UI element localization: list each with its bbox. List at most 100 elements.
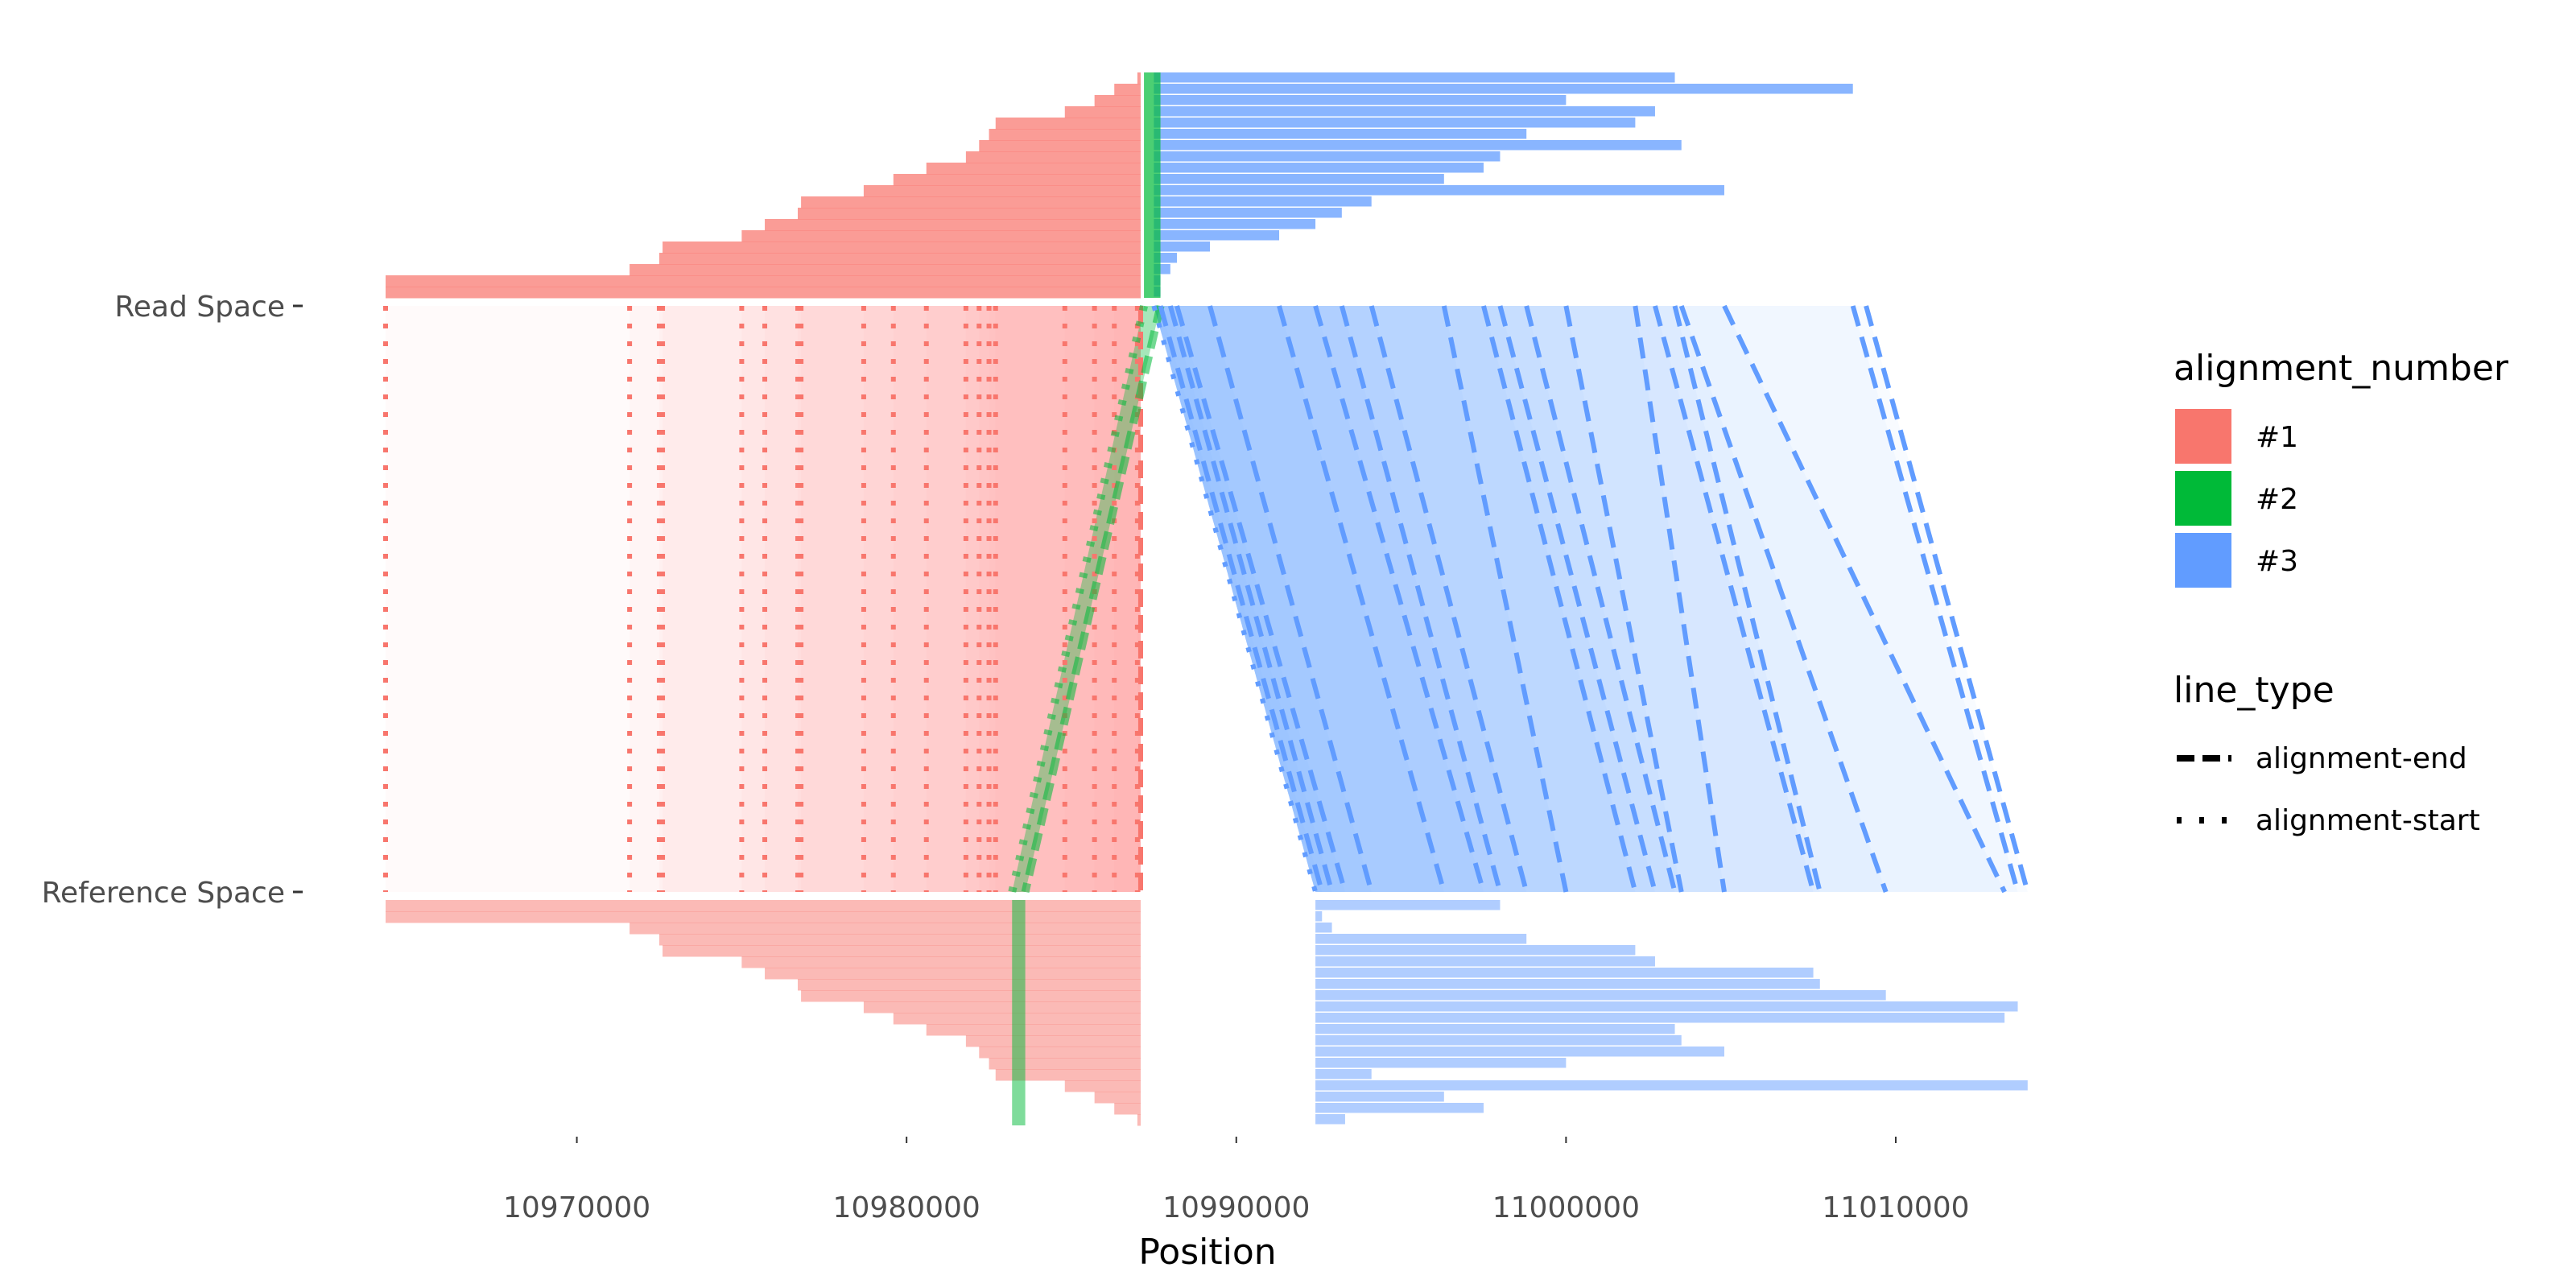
- line-3-end-5: [1313, 305, 1486, 893]
- hist-read-1-6: [979, 140, 1141, 152]
- hist-read-1-10: [863, 185, 1141, 197]
- line-2-start: [1008, 304, 1148, 894]
- hist-ref-3-8: [1315, 990, 1886, 1001]
- hist-read-3-5: [1154, 129, 1527, 139]
- hist-read-1-19: [386, 287, 1141, 299]
- hist-ref-1-5: [989, 1058, 1141, 1070]
- legend-swatch-2: [2175, 471, 2231, 526]
- x-tick-label-4: 11010000: [1822, 1191, 1969, 1224]
- hist-read-1-4: [995, 118, 1141, 130]
- band-3-9: [1154, 306, 1636, 892]
- band-2: [1012, 306, 1161, 892]
- hist-read-1-9: [893, 174, 1141, 186]
- hist-read-3-11: [1154, 196, 1372, 207]
- line-3-end-7: [1368, 305, 1530, 893]
- hist-ref-3-13: [1315, 1046, 1724, 1057]
- hist-ref-3-14: [1315, 1058, 1567, 1068]
- hist-ref-3-6: [1315, 968, 1814, 978]
- line-3-end-13: [1633, 305, 1727, 893]
- legend: alignment_number #1 #2 #3 line_type alignment…: [2174, 348, 2509, 837]
- hist-ref-1-1: [1114, 1103, 1141, 1115]
- hist-read-1-0: [1137, 72, 1141, 85]
- hist-read-1-14: [741, 230, 1141, 242]
- line-2-end: [1021, 304, 1165, 894]
- hist-ref-3-0: [1315, 900, 1501, 910]
- legend-fill-label-3: #3: [2256, 545, 2298, 578]
- hist-ref-1-16: [658, 934, 1141, 946]
- hist-ref-1-18: [386, 911, 1141, 923]
- axes: 10970000 10980000 10990000 11000000 11010000…: [42, 291, 1970, 1224]
- line-3-end-18: [1850, 305, 2021, 893]
- hist-read-2: [1144, 72, 1161, 298]
- line-3-end-15: [1672, 305, 1823, 893]
- hist-read-3-8: [1154, 163, 1484, 173]
- hist-ref-2: [1012, 900, 1026, 1125]
- legend-swatch-1: [2175, 409, 2231, 464]
- line-3-start: [1151, 305, 1318, 893]
- hist-read-3-2: [1154, 95, 1567, 105]
- hist-ref-3-9: [1315, 1001, 2018, 1012]
- line-3-end-6: [1339, 305, 1503, 893]
- hist-read-1-13: [765, 219, 1141, 231]
- hist-read-1-5: [989, 129, 1141, 141]
- line-3-end-10: [1497, 305, 1657, 893]
- hist-ref-1-3: [1064, 1080, 1141, 1092]
- line-3-end-9: [1481, 305, 1638, 893]
- band-3-6: [1154, 306, 1501, 892]
- hist-read-1-12: [798, 208, 1141, 220]
- hist-read-3-12: [1154, 208, 1342, 218]
- band-3-12: [1154, 306, 1682, 892]
- hist-ref-3-7: [1315, 979, 1820, 989]
- hist-ref-3-12: [1315, 1035, 1682, 1046]
- hist-read-3-13: [1154, 219, 1316, 229]
- line-3-end-17: [1722, 304, 2007, 894]
- x-tick-label-2: 10990000: [1162, 1191, 1310, 1224]
- alignment-lines: [383, 304, 2030, 894]
- hist-ref-1-19: [386, 900, 1141, 912]
- line-3-end-19: [1864, 305, 2030, 893]
- line-3-end-4: [1277, 305, 1447, 893]
- hist-read-1-7: [965, 151, 1141, 163]
- hist-read-1-8: [926, 163, 1141, 175]
- band-3-16: [1154, 306, 1886, 892]
- band-3-15: [1154, 306, 1820, 892]
- hist-read-3-4: [1154, 118, 1636, 128]
- hist-ref-1-4: [995, 1069, 1141, 1081]
- hist-ref-1-14: [741, 956, 1141, 968]
- hist-read-3-0: [1154, 72, 1675, 83]
- x-tick-label-1: 10980000: [833, 1191, 980, 1224]
- line-3-end-11: [1524, 305, 1678, 893]
- hist-ref-1-8: [926, 1024, 1141, 1036]
- hist-ref-3-1: [1315, 911, 1323, 922]
- legend-line-label-1: alignment-start: [2256, 804, 2480, 837]
- y-tick-label-0: Read Space: [114, 291, 285, 324]
- legend-fill-label-1: #1: [2256, 421, 2298, 454]
- line-3-end-1: [1167, 305, 1335, 893]
- hist-ref-3-10: [1315, 1013, 2005, 1023]
- line-3-end-16: [1678, 305, 1889, 893]
- hist-read-1-2: [1094, 95, 1141, 107]
- y-tick-label-1: Reference Space: [42, 877, 285, 910]
- band-3-19: [1154, 306, 2028, 892]
- x-tick-label-3: 11000000: [1492, 1191, 1640, 1224]
- hist-ref-3-16: [1315, 1080, 2028, 1091]
- hist-read-1-15: [663, 242, 1141, 254]
- band-3-4: [1154, 306, 1444, 892]
- hist-read-3-3: [1154, 106, 1655, 117]
- hist-ref-1-13: [765, 968, 1141, 980]
- hist-read-3-9: [1154, 174, 1444, 184]
- hist-ref-1-15: [663, 945, 1141, 957]
- band-3-14: [1154, 306, 1814, 892]
- line-3-end-2: [1174, 305, 1348, 893]
- line-3-end-3: [1208, 305, 1374, 893]
- hist-read-1-11: [801, 196, 1141, 208]
- x-axis-title: Position: [1138, 1232, 1276, 1273]
- legend-fill-label-2: #2: [2256, 483, 2298, 516]
- band-3-18: [1154, 306, 2018, 892]
- hist-ref-3-5: [1315, 956, 1655, 967]
- x-tick-label-0: 10970000: [503, 1191, 650, 1224]
- hist-read-3-7: [1154, 151, 1501, 162]
- hist-ref-3-3: [1315, 934, 1527, 944]
- hist-read-1-17: [630, 264, 1141, 276]
